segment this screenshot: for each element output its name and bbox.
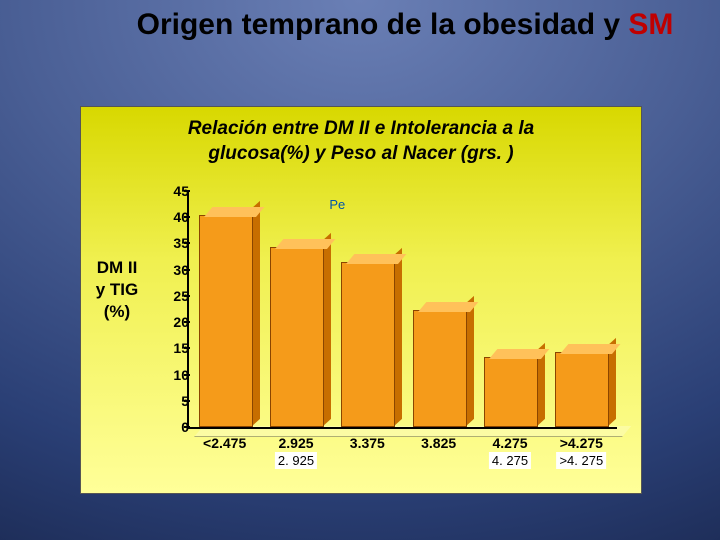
- x-tick-label: 2.925: [278, 435, 313, 451]
- bar: [413, 312, 465, 427]
- x-tick-label: 3.375: [350, 435, 385, 451]
- y-tick-mark: [184, 400, 190, 402]
- bar: [270, 249, 322, 427]
- ylabel-3: (%): [104, 302, 130, 321]
- x-tick-label: 3.825: [421, 435, 456, 451]
- y-tick-mark: [184, 242, 190, 244]
- slide-background: Origen temprano de la obesidad y SM Rela…: [0, 0, 720, 540]
- x-tick-label: <2.475: [203, 435, 246, 451]
- title-text-2: SM: [628, 8, 673, 41]
- overlay-x-label: >4. 275: [556, 452, 606, 469]
- overlay-x-label: 4. 275: [489, 452, 531, 469]
- y-tick-mark: [184, 269, 190, 271]
- x-tick-label: >4.275: [560, 435, 603, 451]
- ylabel-1: DM II: [97, 258, 138, 277]
- stray-text: Pe: [329, 197, 345, 212]
- ylabel-2: y TIG: [96, 280, 139, 299]
- chart-title-line2: glucosa(%) y Peso al Nacer (grs. ): [208, 143, 513, 164]
- y-tick-mark: [184, 426, 190, 428]
- bar: [484, 359, 536, 427]
- y-tick-mark: [184, 190, 190, 192]
- x-tick-label: 4.275: [492, 435, 527, 451]
- y-tick-mark: [184, 347, 190, 349]
- y-tick-mark: [184, 374, 190, 376]
- slide-title: Origen temprano de la obesidad y SM: [130, 8, 680, 43]
- chart-title-line1: Relación entre DM II e Intolerancia a la: [188, 118, 534, 139]
- bars-region: [189, 191, 617, 427]
- y-tick-mark: [184, 295, 190, 297]
- bar: [341, 264, 393, 427]
- overlay-x-label: 2. 925: [275, 452, 317, 469]
- x-tick-labels: <2.475 2.925 3.375 3.825 4.275 >4.275: [189, 429, 617, 451]
- chart-title: Relación entre DM II e Intolerancia a la…: [81, 117, 641, 166]
- title-text-1: Origen temprano de la obesidad y: [137, 8, 629, 41]
- y-tick-mark: [184, 216, 190, 218]
- bar: [199, 217, 251, 427]
- chart-container: Relación entre DM II e Intolerancia a la…: [80, 106, 642, 494]
- y-tick-mark: [184, 321, 190, 323]
- y-axis-label: DM II y TIG (%): [87, 257, 147, 323]
- plot-area: <2.4752.9253.3753.8254.275>4.275 0510152…: [157, 191, 617, 449]
- bar: [555, 354, 607, 427]
